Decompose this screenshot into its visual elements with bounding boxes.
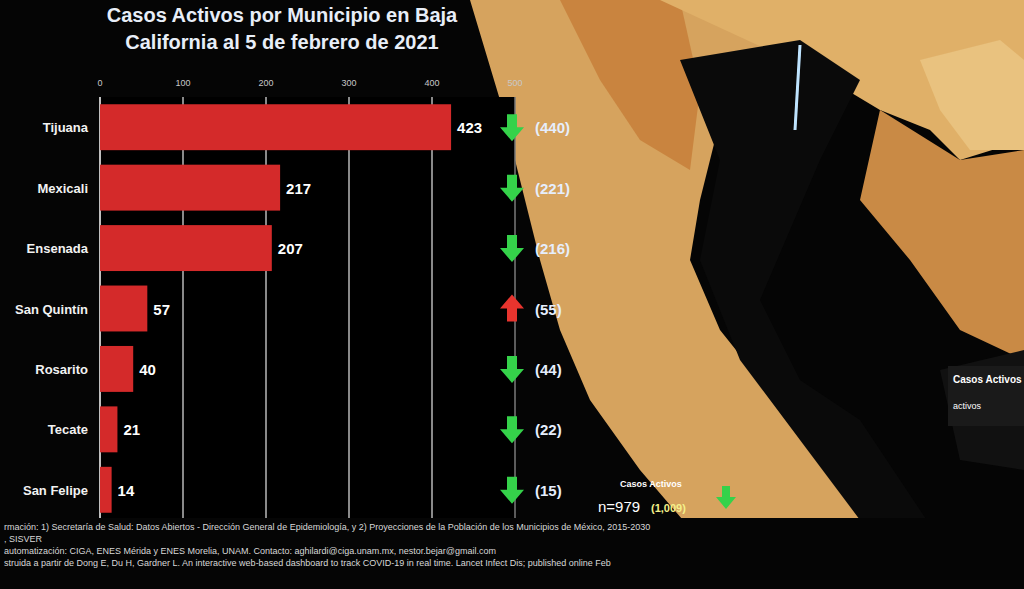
title-line: California al 5 de febrero de 2021 — [125, 31, 438, 53]
grid-line — [348, 97, 350, 520]
category-label: Tijuana — [43, 120, 89, 135]
bar — [100, 406, 117, 452]
arrow-down — [500, 477, 524, 504]
previous-label: (221) — [535, 180, 570, 197]
arrow-down — [500, 175, 524, 202]
data-label: 217 — [286, 180, 311, 197]
arrow-down — [500, 114, 524, 141]
total-value: n=979 — [598, 498, 640, 515]
inset-text: activos — [953, 401, 982, 411]
inset-box — [948, 366, 1024, 426]
tick-label: 200 — [258, 78, 273, 88]
category-label: Tecate — [48, 422, 88, 437]
source-text: struida a partir de Dong E, Du H, Gardne… — [4, 558, 611, 568]
total-label: Casos Activos — [620, 479, 682, 489]
tick-label: 300 — [341, 78, 356, 88]
grid-line — [182, 97, 184, 520]
bar — [100, 286, 147, 332]
source-text: automatización: CIGA, ENES Mérida y ENES… — [4, 546, 496, 556]
bars — [100, 104, 451, 512]
data-label: 40 — [139, 361, 156, 378]
grid-line — [265, 97, 267, 520]
plot-area — [100, 97, 515, 520]
data-label: 21 — [123, 421, 140, 438]
data-label: 57 — [153, 301, 170, 318]
source-panel — [0, 518, 1024, 589]
previous-label: (55) — [535, 301, 562, 318]
category-label: San Felipe — [23, 483, 88, 498]
previous-label: (15) — [535, 482, 562, 499]
total-arrow — [716, 486, 736, 509]
title-line: Casos Activos por Municipio en Baja — [107, 4, 458, 26]
tick-label: 0 — [97, 78, 102, 88]
map-region — [560, 0, 700, 170]
bar — [100, 346, 133, 392]
arrow-down — [500, 235, 524, 262]
source-text: , SISVER — [4, 534, 43, 544]
map-region — [920, 40, 1024, 150]
map-sea — [940, 350, 1024, 470]
category-label: Rosarito — [35, 362, 88, 377]
map-gulf — [680, 40, 960, 589]
bar — [100, 467, 112, 513]
chart: 0 100 200 300 400 500 Tijuana 423 (440) Mexicali 2… — [0, 0, 1024, 589]
glare — [795, 45, 800, 130]
previous-label: (440) — [535, 119, 570, 136]
bar — [100, 225, 272, 271]
source-text: rmación: 1) Secretaría de Salud: Datos A… — [4, 522, 650, 532]
tick-label: 500 — [507, 78, 522, 88]
category-label: San Quintín — [15, 302, 88, 317]
previous-label: (22) — [535, 421, 562, 438]
previous-label: (216) — [535, 240, 570, 257]
category-label: Ensenada — [27, 241, 89, 256]
bar — [100, 165, 280, 211]
data-label: 14 — [118, 482, 135, 499]
arrow-down — [500, 356, 524, 383]
arrow-down — [500, 416, 524, 443]
grid-line — [431, 97, 433, 520]
category-label: Mexicali — [37, 181, 88, 196]
tick-label: 400 — [424, 78, 439, 88]
data-label: 207 — [278, 240, 303, 257]
previous-label: (44) — [535, 361, 562, 378]
title: Casos Activos por Municipio en Baja Calif… — [107, 4, 458, 53]
inset-text: Casos Activos — [953, 374, 1022, 385]
tick-label: 100 — [175, 78, 190, 88]
arrow-up — [500, 295, 524, 322]
bar — [100, 104, 451, 150]
background — [0, 0, 1024, 589]
total-previous: (1,009) — [651, 502, 686, 514]
data-label: 423 — [457, 119, 482, 136]
